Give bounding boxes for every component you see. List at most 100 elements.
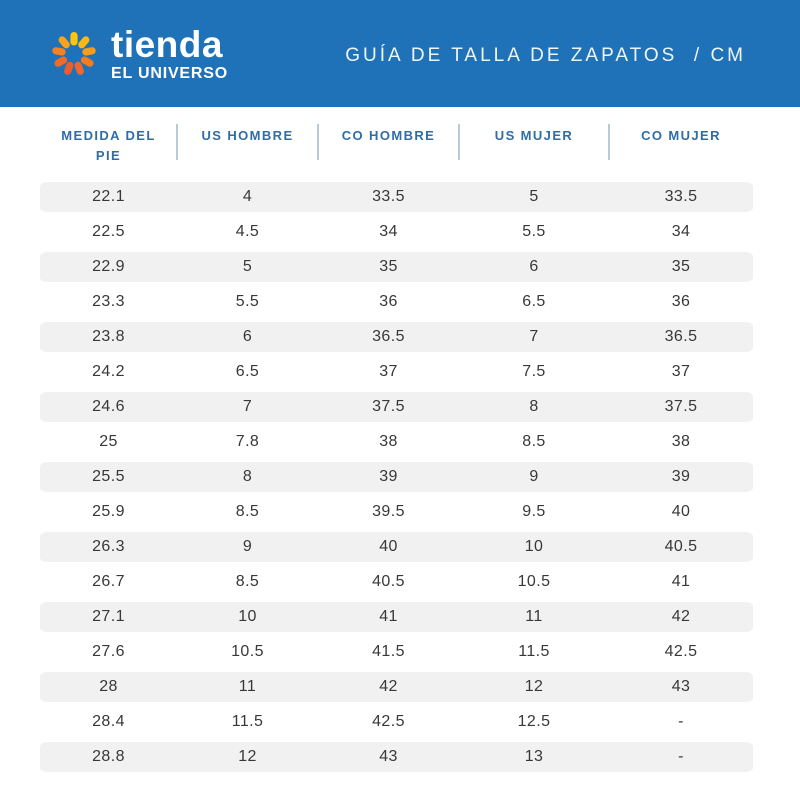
cell: 42.5 [372,712,405,730]
cell: 11.5 [518,642,550,660]
table-body: 22.1 4 33.5 5 33.5 22.5 4.5 34 5.5 34 22.9 5 35 6 35 23… [40,179,753,774]
cell: 25 [99,432,118,450]
cell: 5.5 [235,292,260,310]
cell: 8 [242,467,253,485]
cell: 27.6 [92,642,125,660]
cell: 39 [671,467,691,485]
cell: 39.5 [372,502,405,520]
cell: 5 [242,257,253,275]
table-row: 25.5 8 39 9 39 [40,459,753,494]
cell: 24.6 [92,397,125,415]
cell: 12 [524,677,544,695]
cell: 37.5 [664,397,698,415]
table-row: 25.9 8.5 39.5 9.5 40 [40,494,753,529]
logo-petal [64,61,74,75]
cell: 36.5 [664,327,698,345]
cell: 22.1 [92,187,125,205]
table-row: 22.9 5 35 6 35 [40,249,753,284]
cell: 6 [242,327,253,345]
cell: 22.9 [92,257,125,275]
logo-petal [70,31,78,45]
cell: 7.8 [235,432,260,450]
cell: 23.8 [92,327,125,345]
logo-petal [82,46,96,55]
cell: 28.4 [92,712,125,730]
cell: 42 [671,607,691,625]
column-header: MEDIDA DEL PIE [40,119,177,166]
cell: 38 [379,432,398,450]
brand-subname: EL UNIVERSO [111,64,228,82]
cell: 33.5 [372,187,405,205]
column-header-label: US HOMBRE [201,128,294,143]
size-guide-table: MEDIDA DEL PIE US HOMBRE CO HOMBRE US MUJER… [0,107,800,774]
column-header: US MUJER [458,119,609,161]
table-row: 25 7.8 38 8.5 38 [40,424,753,459]
logo-petal [52,46,66,55]
table-row: 24.6 7 37.5 8 37.5 [40,389,753,424]
cell: 36 [379,292,398,310]
cell: 5.5 [522,222,546,240]
cell: 25.9 [92,502,125,520]
table-row: 27.1 10 41 11 42 [40,599,753,634]
brand-logo: tienda EL UNIVERSO [46,25,228,83]
cell: 6.5 [522,292,546,310]
table-row: 28.4 11.5 42.5 12.5 - [40,704,753,739]
cell: 9 [529,467,539,485]
cell: 27.1 [92,607,125,625]
table-row: 22.5 4.5 34 5.5 34 [40,214,753,249]
cell: 8 [529,397,539,415]
cell: 10.5 [517,572,551,590]
table-row: 24.2 6.5 37 7.5 37 [40,354,753,389]
page-title: GUÍA DE TALLA DE ZAPATOS / CM [345,44,746,66]
cell: 40.5 [372,572,405,590]
cell: 5 [529,187,539,205]
cell: 40 [671,502,691,520]
cell: 12 [238,747,257,765]
cell: 43 [379,747,398,765]
cell: 33.5 [664,187,698,205]
cell: 12.5 [517,712,551,730]
cell: 36.5 [372,327,405,345]
cell: 7 [242,397,253,415]
table-row: 28.8 12 43 13 - [40,739,753,774]
cell: 4 [242,187,253,205]
brand-wordmark: tienda EL UNIVERSO [111,26,228,82]
cell: 39 [379,467,398,485]
cell: 7.5 [522,362,546,380]
cell: 8.5 [235,502,260,520]
logo-petal [54,55,68,67]
cell: 34 [671,222,691,240]
cell: 6 [529,257,539,275]
cell: 34 [379,222,398,240]
table-row: 26.7 8.5 40.5 10.5 41 [40,564,753,599]
cell: 4.5 [235,222,260,240]
cell: 28 [99,677,118,695]
cell: 38 [671,432,691,450]
cell: 13 [524,747,544,765]
cell: 11 [525,607,543,625]
cell: 42 [379,677,398,695]
cell: 7 [529,327,539,345]
cell: - [678,712,684,730]
cell: 41.5 [372,642,405,660]
column-header: CO MUJER [608,119,753,161]
cell: 23.3 [92,292,125,310]
column-header: CO HOMBRE [317,119,459,161]
column-header-label: CO HOMBRE [341,128,436,143]
cell: 8.5 [522,432,546,450]
table-row: 26.3 9 40 10 40.5 [40,529,753,564]
column-header-label: MEDIDA DEL PIE [61,128,156,164]
cell: 10 [238,607,257,625]
column-header-label: CO MUJER [641,128,721,143]
logo-petal [74,61,84,75]
cell: 37 [671,362,691,380]
cell: 9 [242,537,253,555]
cell: 37.5 [372,397,405,415]
cell: 40 [379,537,398,555]
cell: 35 [379,257,398,275]
cell: 24.2 [92,362,125,380]
top-banner: tienda EL UNIVERSO GUÍA DE TALLA DE ZAPA… [0,0,800,107]
cell: 22.5 [92,222,125,240]
cell: 11 [238,677,257,695]
cell: 8.5 [235,572,260,590]
